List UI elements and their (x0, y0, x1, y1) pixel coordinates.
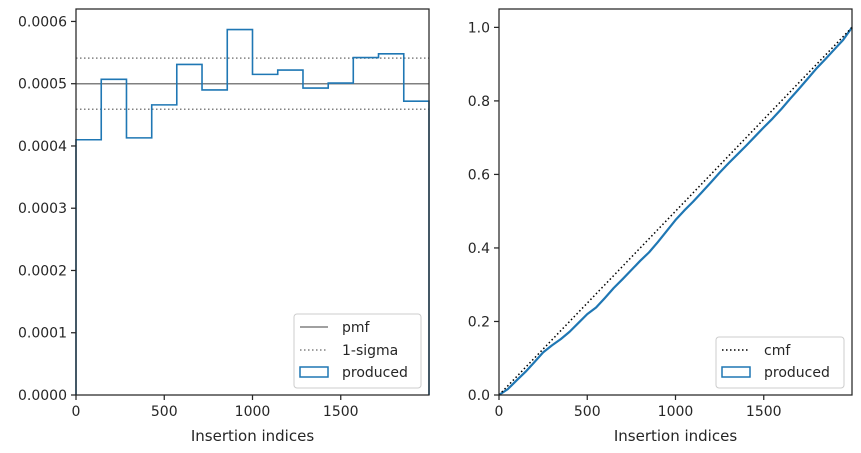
right-legend: cmf produced (715, 336, 845, 389)
right-y-ticks: 0.0 0.2 0.4 0.6 0.8 1.0 (468, 20, 499, 404)
legend-cmf-label: cmf (764, 343, 791, 359)
legend-produced-label-right: produced (764, 365, 830, 381)
cmf-line (498, 26, 853, 396)
left-x-ticks: 0 500 1000 1500 (72, 395, 359, 420)
right-y-tick-label-5: 1.0 (468, 20, 490, 36)
right-x-tick-label-3: 1500 (746, 404, 782, 420)
right-x-tick-label-1: 500 (574, 404, 601, 420)
legend-produced-swatch-right (721, 366, 751, 378)
left-y-ticks: 0.0000 0.0001 0.0002 0.0003 0.0004 0.0005 0.00… (18, 14, 76, 404)
left-legend: pmf 1-sigma produced (293, 313, 422, 389)
left-y-tick-label-3: 0.0003 (18, 201, 67, 217)
left-x-tick-label-0: 0 (72, 404, 81, 420)
legend-pmf-label: pmf (342, 320, 371, 336)
right-x-axis-label: Insertion indices (614, 427, 737, 445)
legend-produced-label: produced (342, 365, 408, 381)
right-y-tick-label-1: 0.2 (468, 314, 490, 330)
left-x-tick-label-2: 1000 (235, 404, 271, 420)
cdf-panel: 0 500 1000 1500 0.0 0.2 0.4 0.6 0.8 1.0 Insertio… (468, 8, 853, 445)
left-y-tick-label-4: 0.0004 (18, 139, 67, 155)
histogram-series (75, 28, 430, 395)
legend-produced-swatch (299, 366, 329, 378)
left-y-tick-label-5: 0.0005 (18, 77, 67, 93)
histogram-panel: 0 500 1000 1500 0.00000.00010.00020.00030.0… (18, 8, 430, 445)
cdf-series (498, 26, 853, 396)
right-y-tick-label-0: 0.0 (468, 388, 490, 404)
left-y-tick-label-1: 0.0001 (18, 326, 67, 342)
right-x-tick-label-2: 1000 (658, 404, 694, 420)
legend-1-sigma-label: 1-sigma (342, 343, 398, 359)
left-x-tick-label-1: 500 (151, 404, 178, 420)
right-y-tick-label-4: 0.8 (468, 94, 490, 110)
produced-cumulative-line (498, 26, 853, 396)
right-y-tick-label-3: 0.6 (468, 167, 490, 183)
left-legend-box (293, 313, 422, 389)
left-y-tick-label-0: 0.0000 (18, 388, 67, 404)
produced-histogram-step (75, 28, 430, 395)
left-x-tick-label-3: 1500 (323, 404, 359, 420)
right-x-tick-label-0: 0 (495, 404, 504, 420)
right-legend-box (715, 336, 845, 389)
left-y-tick-label-2: 0.0002 (18, 263, 67, 279)
left-x-axis-label: Insertion indices (191, 427, 314, 445)
left-y-tick-label-6: 0.0006 (18, 14, 67, 30)
right-y-tick-label-2: 0.4 (468, 241, 490, 257)
right-x-ticks: 0 500 1000 1500 (495, 395, 782, 420)
